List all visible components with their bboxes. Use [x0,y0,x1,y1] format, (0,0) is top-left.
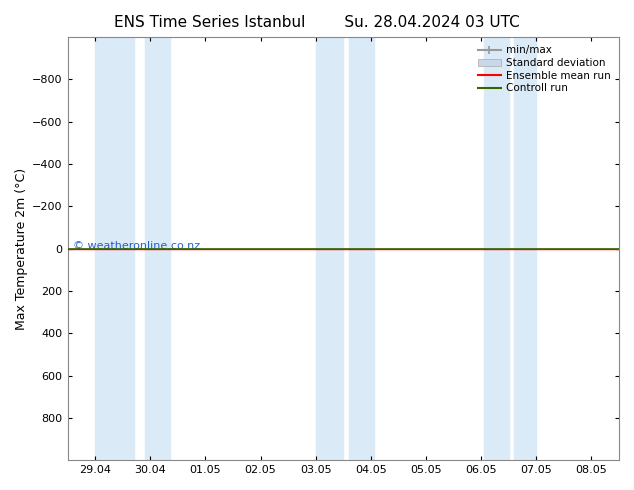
Text: © weatheronline.co.nz: © weatheronline.co.nz [73,242,200,251]
Bar [95,37,134,460]
Bar [514,37,536,460]
Bar [349,37,373,460]
Bar [145,37,169,460]
Bar [316,37,343,460]
Legend: min/max, Standard deviation, Ensemble mean run, Controll run: min/max, Standard deviation, Ensemble me… [475,42,614,97]
Text: ENS Time Series Istanbul        Su. 28.04.2024 03 UTC: ENS Time Series Istanbul Su. 28.04.2024 … [114,15,520,30]
Bar [484,37,508,460]
Y-axis label: Max Temperature 2m (°C): Max Temperature 2m (°C) [15,168,28,330]
